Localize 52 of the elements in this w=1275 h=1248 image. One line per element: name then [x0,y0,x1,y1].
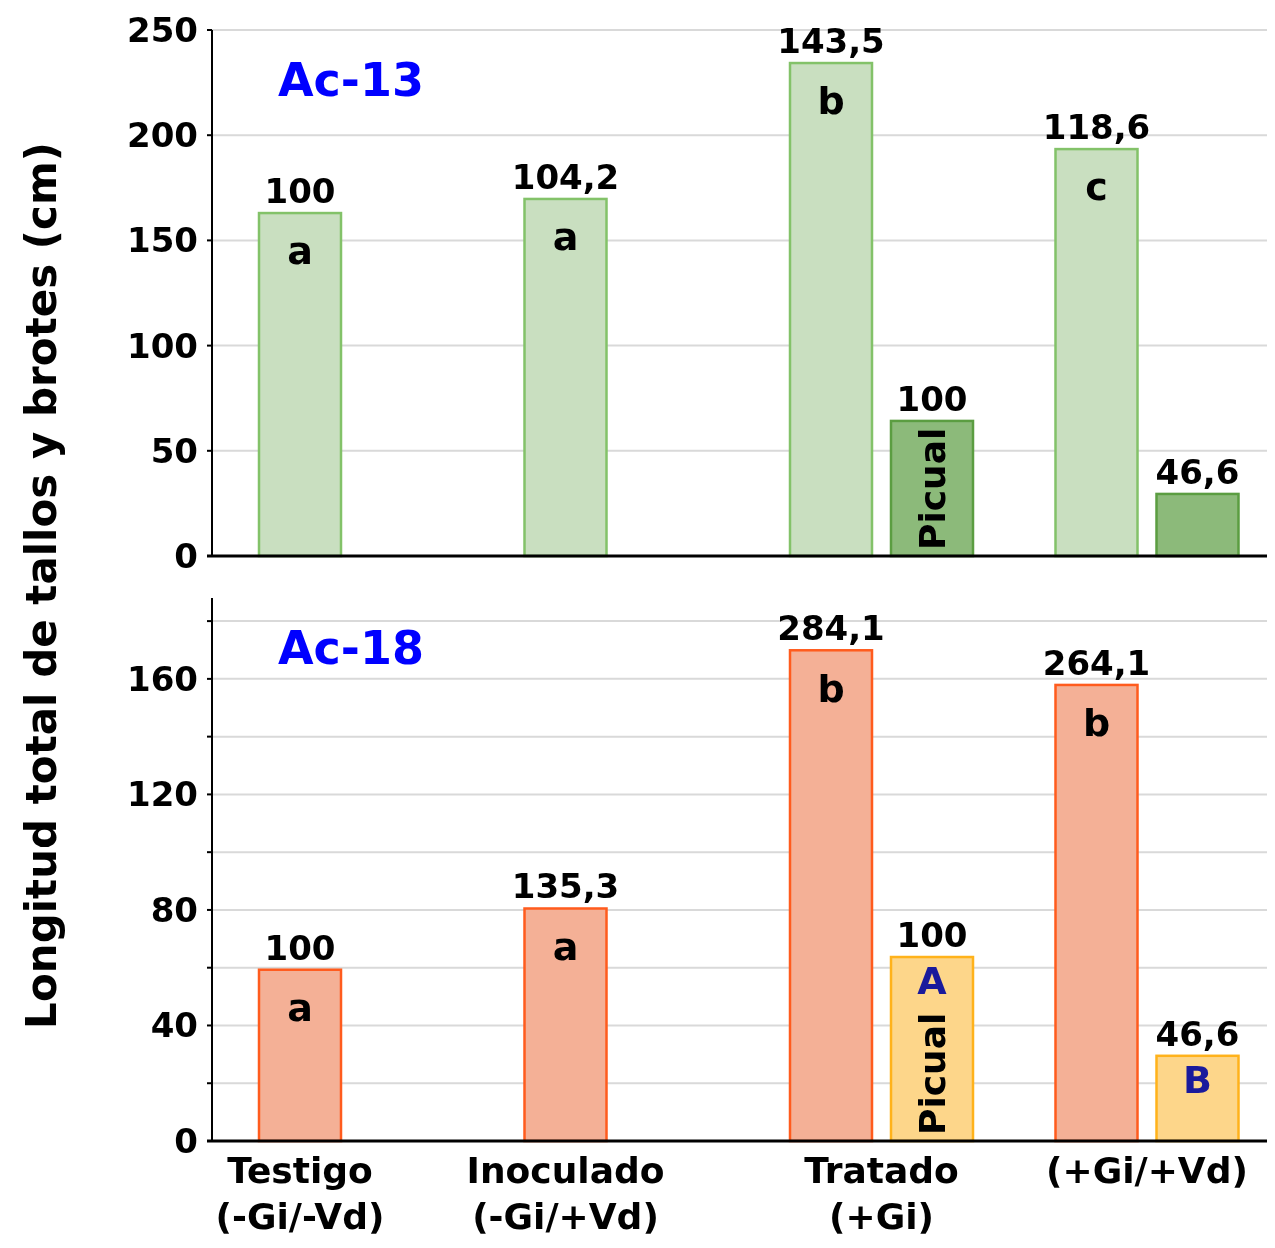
x-tick-label: Tratado (+Gi) [804,1150,959,1237]
annotation: 100 [264,927,336,968]
bar [1054,683,1139,1143]
annotation: a [552,215,579,260]
annotation: 143,5 [777,21,885,62]
annotation: b [1082,701,1111,746]
y-tick-label: 150 [127,220,198,261]
bar [788,61,874,558]
annotation: 104,2 [511,156,620,197]
annotation: b [817,666,845,711]
text: Ac-13 [278,53,424,107]
y-tick-label: 100 [127,325,198,366]
annotation: b [817,79,845,124]
annotation: 284,1 [777,608,885,649]
annotation: 100 [264,171,336,212]
y-tick-label: 120 [127,774,198,815]
bar [523,197,608,558]
x-tick-label: Inoculado (-Gi/+Vd) [466,1150,665,1237]
series-label: Picual [912,1012,953,1135]
y-tick-label: 250 [127,9,198,50]
annotation: 100 [896,378,968,419]
annotation: c [1085,165,1108,210]
annotation: 118,6 [1042,107,1151,148]
text: Ac-18 [278,621,424,675]
annotation: a [287,229,313,274]
y-tick-label: 0 [174,535,198,576]
annotation: 100 [896,915,968,956]
x-tick-label: (+Gi/+Vd) [1046,1150,1248,1191]
bar [1155,1054,1240,1143]
annotation: a [552,924,579,969]
bar [1054,147,1139,558]
bar [523,907,608,1143]
annotation: a [287,986,313,1031]
series-label: Picual [912,427,953,550]
bar [257,968,343,1143]
annotation: 135,3 [511,866,620,907]
y-tick-label: 0 [174,1120,198,1161]
bar [257,211,343,558]
annotation: A [917,959,948,1004]
bar [788,649,874,1143]
y-tick-label: 40 [150,1005,198,1046]
annotation: B [1183,1058,1212,1103]
y-tick-label: 200 [127,115,198,156]
y-tick-label: 50 [150,430,198,471]
x-tick-label: Testigo (-Gi/-Vd) [215,1150,385,1237]
annotation: 46,6 [1155,1013,1240,1054]
y-tick-label: 80 [150,889,198,930]
y-axis-title: Longitud total de tallos y brotes (cm) [17,142,66,1029]
y-tick-label: 160 [127,658,198,699]
annotation: 46,6 [1155,451,1240,492]
bar [1155,492,1240,558]
annotation: 264,1 [1042,642,1151,683]
